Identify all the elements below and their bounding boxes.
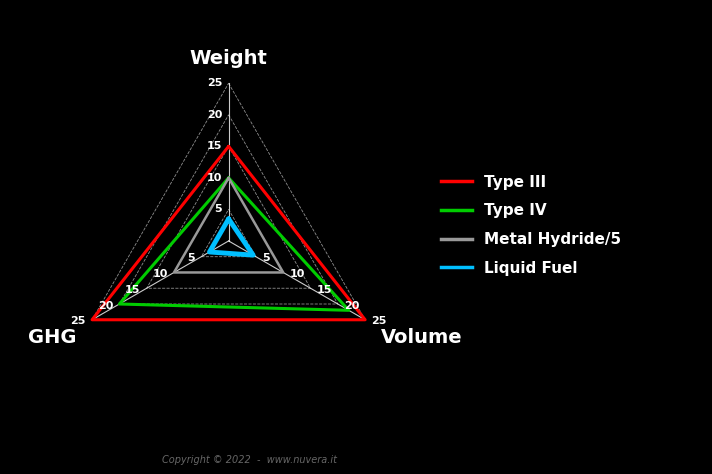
Text: 20: 20 xyxy=(207,110,222,120)
Text: 15: 15 xyxy=(317,285,333,295)
Text: 5: 5 xyxy=(262,253,270,263)
Text: 10: 10 xyxy=(207,173,222,183)
Text: 20: 20 xyxy=(98,301,113,310)
Text: Volume: Volume xyxy=(381,328,463,346)
Text: 20: 20 xyxy=(344,301,360,310)
Text: GHG: GHG xyxy=(28,328,76,346)
Legend: Type III, Type IV, Metal Hydride/5, Liquid Fuel: Type III, Type IV, Metal Hydride/5, Liqu… xyxy=(435,168,627,282)
Text: Weight: Weight xyxy=(189,48,268,67)
Text: 15: 15 xyxy=(207,141,222,151)
Text: Copyright © 2022  -  www.nuvera.it: Copyright © 2022 - www.nuvera.it xyxy=(162,455,337,465)
Text: 10: 10 xyxy=(290,269,305,279)
Text: 5: 5 xyxy=(187,253,195,263)
Text: 25: 25 xyxy=(207,78,222,88)
Text: 5: 5 xyxy=(215,204,222,214)
Text: 15: 15 xyxy=(125,285,140,295)
Text: 25: 25 xyxy=(372,316,387,326)
Text: 25: 25 xyxy=(70,316,85,326)
Text: 10: 10 xyxy=(152,269,168,279)
